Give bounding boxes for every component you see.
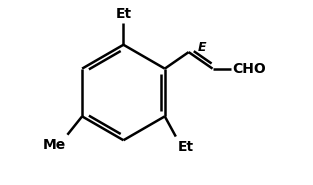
Text: Et: Et (115, 7, 131, 21)
Text: CHO: CHO (232, 62, 265, 76)
Text: Et: Et (178, 140, 194, 154)
Text: Me: Me (42, 138, 66, 152)
Text: E: E (198, 41, 207, 54)
